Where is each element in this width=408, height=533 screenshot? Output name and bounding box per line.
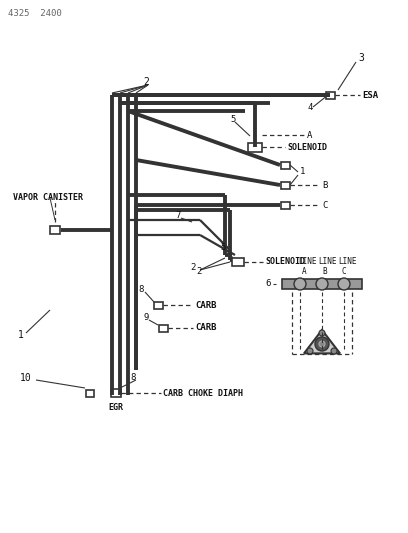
Bar xyxy=(153,302,162,309)
Text: C: C xyxy=(342,266,347,276)
Bar xyxy=(158,325,168,332)
Text: LINE: LINE xyxy=(298,257,317,266)
Text: 8: 8 xyxy=(130,374,135,383)
Bar xyxy=(86,390,94,397)
Circle shape xyxy=(319,330,325,336)
Circle shape xyxy=(294,278,306,290)
Circle shape xyxy=(331,348,337,354)
Text: CARB: CARB xyxy=(195,324,217,333)
Text: A: A xyxy=(307,131,313,140)
Text: 1: 1 xyxy=(300,167,305,176)
Bar xyxy=(281,161,290,168)
Text: 4325  2400: 4325 2400 xyxy=(8,10,62,19)
Text: SOLENOID: SOLENOID xyxy=(265,257,305,266)
Bar xyxy=(232,258,244,266)
Text: VAPOR CANISTER: VAPOR CANISTER xyxy=(13,193,83,203)
Text: LINE: LINE xyxy=(318,257,337,266)
Bar xyxy=(281,182,290,189)
Circle shape xyxy=(307,348,313,354)
Text: 2: 2 xyxy=(143,77,149,87)
Text: 10: 10 xyxy=(20,373,32,383)
Text: 7: 7 xyxy=(175,211,180,220)
Circle shape xyxy=(316,278,328,290)
Bar xyxy=(50,226,60,234)
Bar xyxy=(281,201,290,208)
Text: 1: 1 xyxy=(18,330,24,340)
Bar xyxy=(111,389,121,397)
Text: 6: 6 xyxy=(265,279,271,288)
Text: A: A xyxy=(302,266,307,276)
Text: EGR: EGR xyxy=(108,402,123,411)
Text: B: B xyxy=(322,181,327,190)
Bar xyxy=(326,92,335,99)
Circle shape xyxy=(338,278,350,290)
Text: LINE: LINE xyxy=(338,257,357,266)
Text: 9: 9 xyxy=(143,313,149,322)
Bar xyxy=(248,142,262,151)
Text: 2: 2 xyxy=(190,263,195,272)
Bar xyxy=(282,279,362,289)
Text: CARB CHOKE DIAPH: CARB CHOKE DIAPH xyxy=(163,389,243,398)
Text: 5: 5 xyxy=(220,244,225,253)
Polygon shape xyxy=(304,330,340,353)
Circle shape xyxy=(319,341,325,347)
Text: ESA: ESA xyxy=(362,91,378,100)
Text: 4: 4 xyxy=(308,102,313,111)
Text: B: B xyxy=(322,266,327,276)
Text: 2: 2 xyxy=(196,268,202,277)
Text: C: C xyxy=(322,200,327,209)
Text: CARB: CARB xyxy=(195,301,217,310)
Text: SOLENOID: SOLENOID xyxy=(287,142,327,151)
Text: 8: 8 xyxy=(138,286,143,295)
Text: 3: 3 xyxy=(358,53,364,63)
Circle shape xyxy=(315,337,329,351)
Text: 5: 5 xyxy=(230,116,235,125)
